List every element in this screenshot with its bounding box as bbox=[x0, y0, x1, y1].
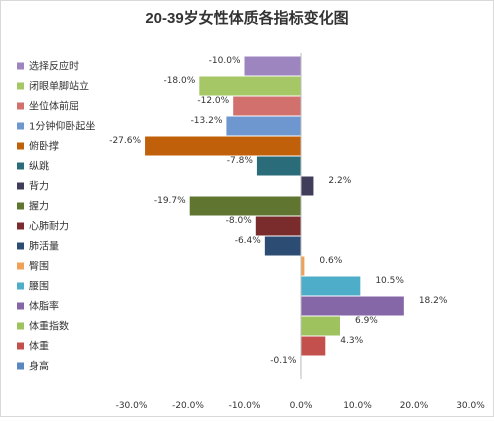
legend-swatch bbox=[17, 322, 24, 330]
chart-title: 20-39岁女性体质各指标变化图 bbox=[145, 9, 348, 27]
x-tick-label: -30.0% bbox=[116, 401, 148, 411]
legend-swatch bbox=[17, 122, 24, 130]
value-label: -18.0% bbox=[163, 76, 195, 86]
legend-label: 心肺耐力 bbox=[29, 220, 69, 233]
value-label: 18.2% bbox=[419, 296, 448, 306]
legend-label: 腰围 bbox=[29, 281, 49, 293]
legend-swatch bbox=[17, 342, 24, 350]
x-axis: -30.0% -20.0% -10.0% 0.0% 10.0% 20.0% 30.0% bbox=[116, 53, 485, 411]
value-labels: -10.0% -18.0%-12.0% -13.2% -27.6% -7.8% 2.2% -… bbox=[109, 56, 448, 366]
bar bbox=[301, 336, 326, 356]
legend-label: 坐位体前屈 bbox=[29, 100, 79, 113]
value-label: -0.1% bbox=[270, 356, 297, 366]
bar bbox=[255, 216, 301, 236]
legend-swatch bbox=[17, 82, 24, 90]
value-label: -6.4% bbox=[235, 236, 262, 246]
x-tick-label: 20.0% bbox=[400, 401, 429, 411]
value-label: -10.0% bbox=[209, 56, 241, 66]
value-label: -27.6% bbox=[109, 136, 141, 146]
legend-swatch bbox=[17, 62, 24, 70]
value-label: -12.0% bbox=[197, 96, 229, 106]
value-label: -19.7% bbox=[154, 196, 186, 206]
bar bbox=[233, 96, 301, 116]
legend-label: 选择反应时 bbox=[29, 60, 79, 73]
value-label: 4.3% bbox=[340, 336, 363, 346]
bar bbox=[189, 196, 301, 216]
x-tick-label: -20.0% bbox=[172, 401, 204, 411]
bar bbox=[264, 236, 301, 256]
bar bbox=[226, 116, 301, 136]
bar bbox=[301, 296, 404, 316]
value-label: 6.9% bbox=[355, 316, 378, 326]
legend-swatch bbox=[17, 142, 24, 150]
bar bbox=[199, 76, 301, 96]
value-label: -7.8% bbox=[227, 156, 254, 166]
value-label: -13.2% bbox=[191, 116, 223, 126]
legend-swatch bbox=[17, 282, 24, 290]
legend-swatch bbox=[17, 102, 24, 110]
legend-swatch bbox=[17, 262, 24, 270]
legend-swatch bbox=[17, 242, 24, 250]
legend-label: 体重 bbox=[29, 340, 49, 353]
legend-label: 俯卧撑 bbox=[29, 140, 59, 153]
legend-label: 肺活量 bbox=[29, 241, 59, 253]
bar bbox=[256, 156, 301, 176]
x-tick-label: 30.0% bbox=[456, 401, 485, 411]
x-tick-label: 10.0% bbox=[343, 401, 372, 411]
legend-label: 体重指数 bbox=[29, 320, 69, 333]
legend-label: 背力 bbox=[29, 180, 49, 193]
legend-swatch bbox=[17, 182, 24, 190]
legend-swatch bbox=[17, 202, 24, 210]
bar bbox=[301, 316, 340, 336]
x-tick-label: 0.0% bbox=[290, 401, 313, 411]
legend-label: 闭眼单脚站立 bbox=[29, 80, 89, 93]
value-label: -8.0% bbox=[226, 216, 253, 226]
legend-label: 握力 bbox=[29, 200, 49, 213]
legend-swatch bbox=[17, 222, 24, 230]
x-tick-label: -10.0% bbox=[229, 401, 261, 411]
value-label: 2.2% bbox=[328, 176, 351, 186]
legend-label: 臀围 bbox=[29, 261, 49, 273]
legend-label: 1分钟仰卧起坐 bbox=[29, 120, 95, 133]
bars bbox=[145, 56, 404, 376]
bar bbox=[145, 136, 301, 156]
legend-label: 纵跳 bbox=[29, 160, 49, 173]
value-label: 0.6% bbox=[319, 256, 342, 266]
legend-swatch bbox=[17, 362, 24, 370]
legend-swatch bbox=[17, 302, 24, 310]
bar bbox=[301, 276, 361, 296]
value-label: 10.5% bbox=[375, 276, 404, 286]
bar bbox=[244, 56, 301, 76]
legend-swatch bbox=[17, 162, 24, 170]
legend-label: 身高 bbox=[29, 360, 49, 373]
bar bbox=[301, 256, 305, 276]
legend-label: 体脂率 bbox=[29, 300, 59, 313]
bar bbox=[301, 176, 314, 196]
